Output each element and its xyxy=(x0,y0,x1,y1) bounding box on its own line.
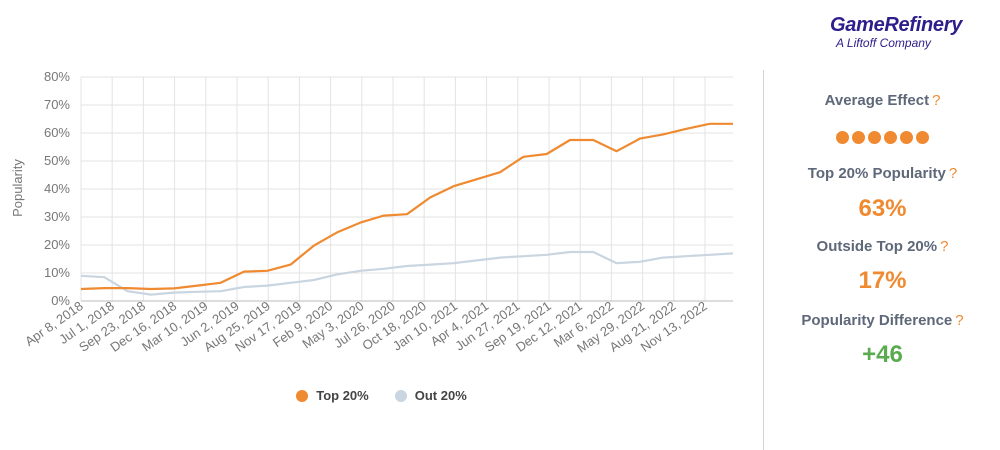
legend-label-out: Out 20% xyxy=(414,388,467,403)
y-tick-label: 0% xyxy=(51,293,70,308)
y-tick-label: 20% xyxy=(44,237,70,252)
average-effect-dots xyxy=(770,131,995,144)
legend-item-out[interactable]: Out 20% xyxy=(394,388,467,403)
y-axis-label: Popularity xyxy=(10,159,25,217)
legend-label-top: Top 20% xyxy=(316,388,369,403)
help-icon[interactable]: ? xyxy=(940,238,949,255)
effect-dot xyxy=(852,131,865,144)
y-tick-label: 30% xyxy=(44,209,70,224)
average-effect-label: Average Effect xyxy=(824,92,930,109)
effect-dot xyxy=(900,131,913,144)
help-icon[interactable]: ? xyxy=(955,312,964,329)
outside-value: 17% xyxy=(858,267,907,294)
legend-item-top[interactable]: Top 20% xyxy=(296,388,369,403)
difference-value: +46 xyxy=(862,341,903,368)
difference-section: Popularity Difference? xyxy=(770,312,995,330)
legend-swatch-out xyxy=(394,389,407,402)
legend-swatch-top xyxy=(296,389,309,402)
effect-dot xyxy=(884,131,897,144)
help-icon[interactable]: ? xyxy=(932,92,941,109)
outside-section: Outside Top 20%? xyxy=(770,238,995,256)
average-effect-section: Average Effect? xyxy=(770,92,995,110)
brand-logo: GameRefinery A Liftoff Company xyxy=(830,14,980,50)
y-tick-label: 50% xyxy=(44,153,70,168)
chart-legend: Top 20% Out 20% xyxy=(0,388,763,403)
y-tick-label: 80% xyxy=(44,69,70,84)
line-top-20 xyxy=(80,122,733,291)
top20-label: Top 20% Popularity xyxy=(807,165,946,182)
y-tick-label: 40% xyxy=(44,181,70,196)
top20-value: 63% xyxy=(858,195,907,222)
y-tick-label: 70% xyxy=(44,97,70,112)
effect-dot xyxy=(868,131,881,144)
line-chart: 0%10%20%30%40%50%60%70%80% Apr 8, 2018Ju… xyxy=(10,69,734,356)
y-tick-label: 60% xyxy=(44,125,70,140)
effect-dot xyxy=(836,131,849,144)
brand-tagline: A Liftoff Company xyxy=(836,36,931,50)
effect-dot xyxy=(916,131,929,144)
y-tick-label: 10% xyxy=(44,265,70,280)
panel-divider xyxy=(763,70,764,450)
top20-section: Top 20% Popularity? xyxy=(770,165,995,183)
line-out-20 xyxy=(80,250,734,296)
brand-name: GameRefinery xyxy=(830,14,963,36)
help-icon[interactable]: ? xyxy=(948,165,958,182)
difference-label: Popularity Difference xyxy=(801,312,953,329)
outside-label: Outside Top 20% xyxy=(816,238,938,255)
